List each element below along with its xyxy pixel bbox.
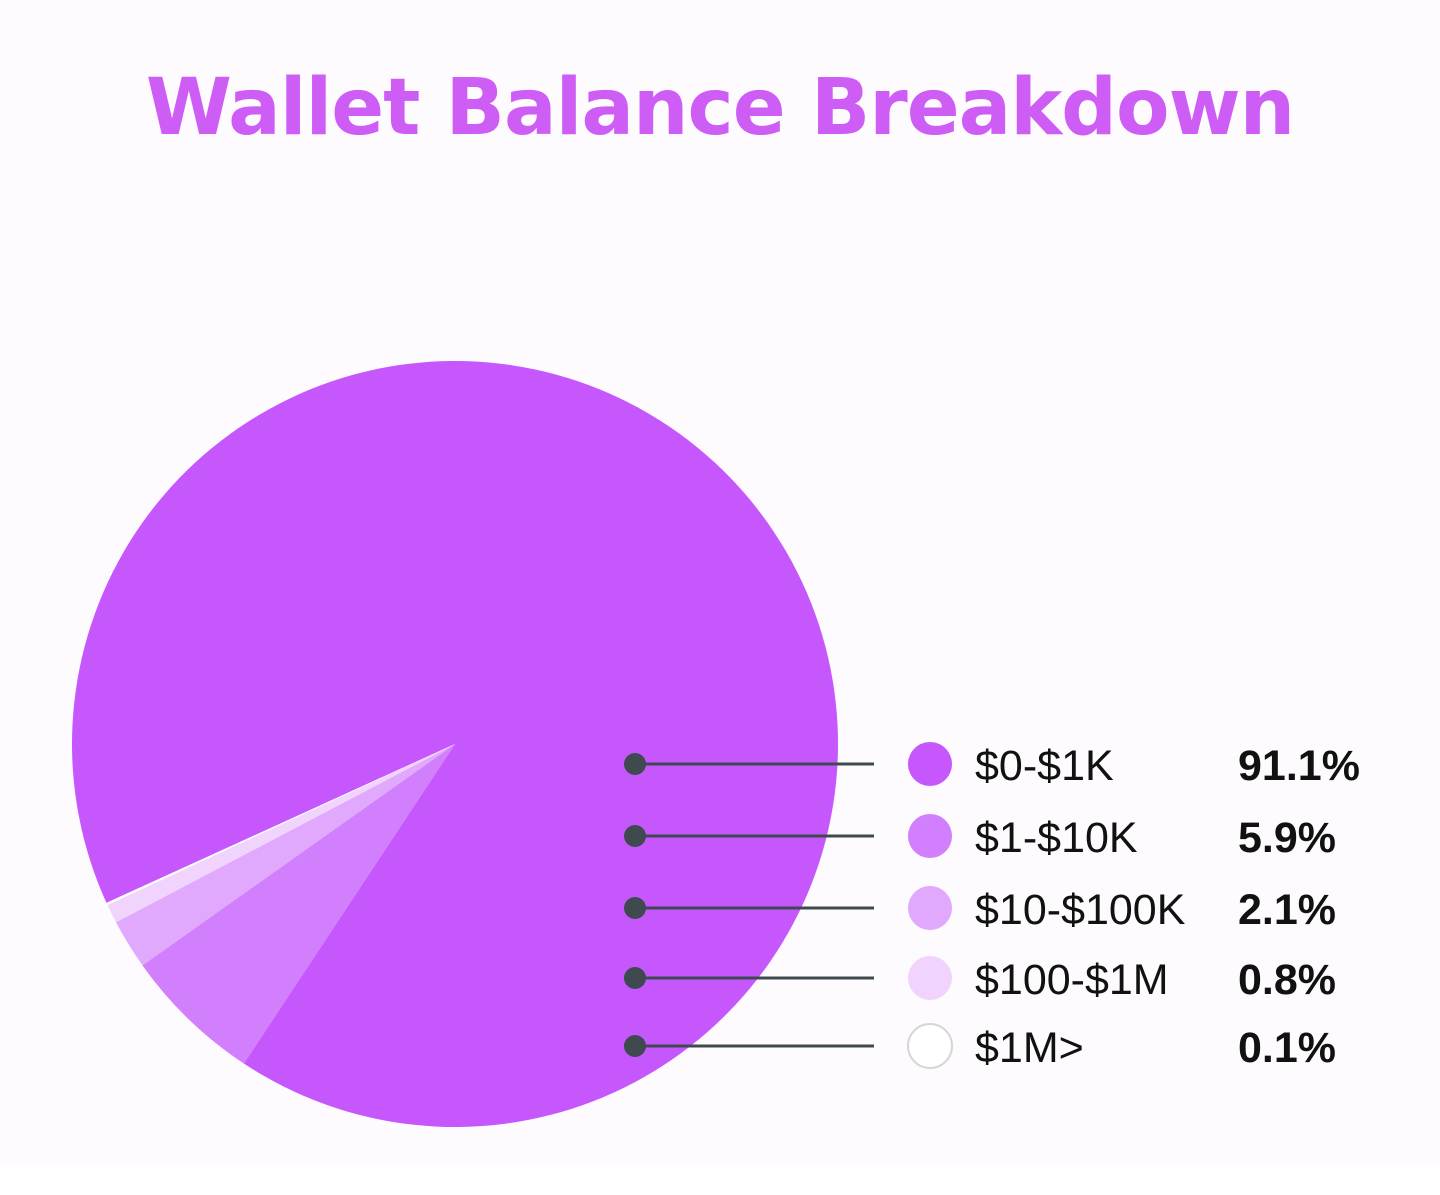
legend-label-2: $1-$10K — [975, 814, 1138, 862]
pie-slice-3 — [116, 744, 455, 966]
pie-slices — [71, 361, 838, 1127]
leader-dot-1 — [624, 753, 646, 775]
legend-label-4: $100-$1M — [975, 956, 1169, 1004]
chart-card: Wallet Balance Breakdown $0-$1K 91.1% $1-$… — [71, 63, 1360, 1127]
legend-swatch-1 — [908, 742, 952, 786]
legend-label-1: $0-$1K — [975, 742, 1114, 790]
legend-value-2: 5.9% — [1238, 814, 1336, 862]
pie-slice-5 — [106, 744, 455, 906]
legend-swatch-4 — [908, 956, 952, 1000]
pie-slice-2 — [142, 744, 455, 1064]
legend-value-5: 0.1% — [1238, 1024, 1336, 1072]
legend-value-1: 91.1% — [1238, 742, 1360, 790]
chart-title: Wallet Balance Breakdown — [145, 63, 1295, 153]
legend-value-3: 2.1% — [1238, 886, 1336, 934]
leader-dot-4 — [624, 967, 646, 989]
pie-slice-4 — [107, 744, 455, 923]
legend: $0-$1K 91.1% $1-$10K 5.9% $10-$100K 2.1% $100-… — [907, 742, 1360, 1072]
leader-lines — [624, 753, 874, 1057]
leader-dot-3 — [624, 897, 646, 919]
legend-swatch-5 — [907, 1023, 953, 1069]
legend-swatch-2 — [908, 814, 952, 858]
legend-swatch-3 — [908, 886, 952, 930]
leader-dot-5 — [624, 1035, 646, 1057]
leader-dot-2 — [624, 825, 646, 847]
legend-value-4: 0.8% — [1238, 956, 1336, 1004]
legend-label-3: $10-$100K — [975, 886, 1186, 934]
legend-label-5: $1M> — [975, 1024, 1084, 1072]
pie-slice-1 — [71, 361, 838, 1127]
